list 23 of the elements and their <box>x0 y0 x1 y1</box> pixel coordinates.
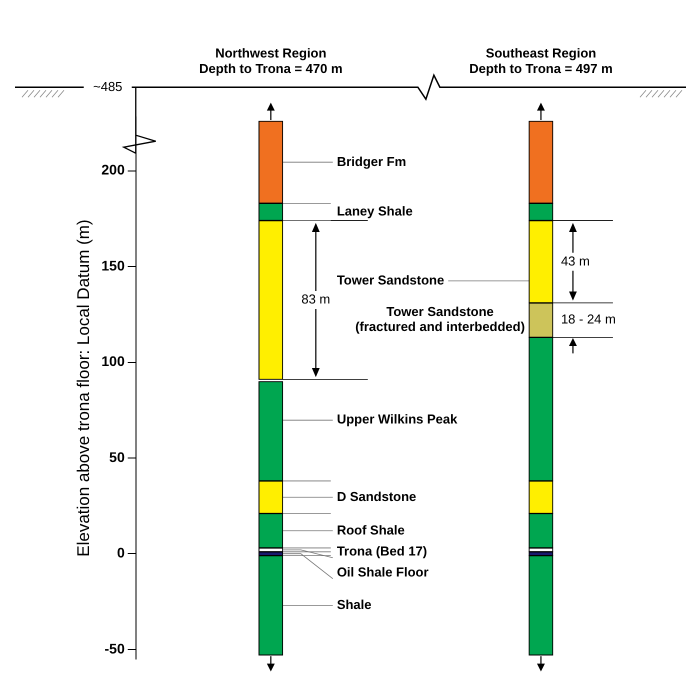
annotation: 18 - 24 m <box>560 312 616 327</box>
series-label: Tower Sandstone (fractured and interbedded) <box>355 304 525 334</box>
text: Tower Sandstone <box>336 272 444 288</box>
text: Roof Shale <box>336 522 405 538</box>
y-tick-label: -50 <box>104 640 125 656</box>
y-tick-label: 150 <box>101 257 125 274</box>
y-tick-label: 0 <box>116 544 125 561</box>
text: D Sandstone <box>336 488 416 504</box>
x-tick-label: Northwest Region Depth to Trona = 470 m <box>199 45 343 76</box>
text: ~485 <box>93 78 122 94</box>
annotation: 43 m <box>560 253 590 268</box>
y-axis-title: Elevation above trona floor: Local Datum (m) <box>74 219 93 557</box>
annotation: 83 m <box>301 292 330 307</box>
x-tick-label: Southeast Region Depth to Trona = 497 m <box>469 45 613 76</box>
y-tick-label: 200 <box>101 162 125 178</box>
y-tick-label: 50 <box>109 448 125 465</box>
text: Oil Shale Floor <box>336 564 429 580</box>
text: Laney Shale <box>336 204 413 219</box>
text: Bridger Fm <box>336 154 406 169</box>
text: Shale <box>336 596 372 612</box>
text: Upper Wilkins Peak <box>336 412 458 427</box>
y-tick-label: 100 <box>101 353 125 370</box>
text: Trona (Bed 17) <box>336 543 428 558</box>
